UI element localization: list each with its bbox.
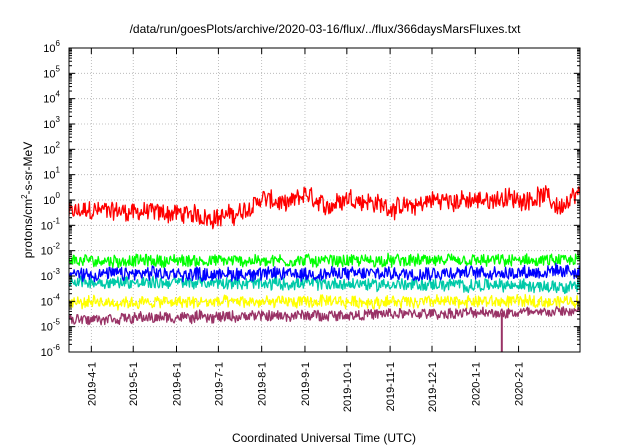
y-tick-label: 102 [43, 140, 60, 156]
y-tick-base: 10 [41, 296, 53, 308]
y-tick-label: 106 [43, 39, 60, 55]
series-layer [69, 185, 580, 352]
series-line-4 [69, 262, 580, 283]
y-tick-exponent: -1 [53, 216, 61, 225]
x-tick-label: 2020-1-1 [470, 362, 482, 406]
y-tick-exponent: -4 [53, 292, 61, 301]
y-tick-exponent: 3 [56, 115, 61, 124]
y-tick-base: 10 [43, 195, 55, 207]
x-tick-label: 2020-2-1 [514, 362, 526, 406]
x-tick-label: 2019-5-1 [128, 362, 140, 406]
y-tick-label: 10-1 [41, 216, 61, 232]
y-tick-base: 10 [41, 271, 53, 283]
y-tick-base: 10 [41, 246, 53, 258]
y-tick-base: 10 [43, 170, 55, 182]
x-tick-label: 2019-11-1 [385, 362, 397, 411]
y-tick-exponent: 5 [56, 64, 61, 73]
y-tick-label: 101 [43, 166, 60, 182]
y-tick-base: 10 [43, 94, 55, 106]
y-tick-exponent: -2 [53, 242, 61, 251]
x-tick-label: 2019-4-1 [86, 362, 98, 406]
y-tick-exponent: 1 [56, 166, 61, 175]
y-tick-exponent: 0 [56, 191, 61, 200]
y-axis-title-suffix: -s-sr-MeV [21, 142, 35, 195]
y-axis-title: protons/cm2-s-sr-MeV [20, 142, 35, 258]
y-tick-label: 10-4 [41, 292, 61, 308]
x-tick-label: 2019-6-1 [172, 362, 184, 406]
y-axis-title-prefix: protons/cm [21, 199, 35, 258]
x-tick-label: 2019-10-1 [342, 362, 354, 412]
y-tick-base: 10 [41, 322, 53, 334]
x-axis-title: Coordinated Universal Time (UTC) [232, 431, 416, 445]
y-tick-label: 100 [43, 191, 60, 207]
chart-title: /data/run/goesPlots/archive/2020-03-16/f… [130, 22, 522, 36]
series-line-3 [69, 275, 580, 295]
y-tick-exponent: 2 [56, 140, 61, 149]
series-line-5 [69, 293, 580, 311]
y-tick-exponent: 4 [56, 90, 61, 99]
axes: 10-610-510-410-310-210-11001011021031041… [41, 39, 580, 412]
y-tick-label: 105 [43, 64, 60, 80]
y-tick-base: 10 [43, 43, 55, 55]
y-tick-exponent: 6 [56, 39, 61, 48]
y-tick-base: 10 [43, 144, 55, 156]
series-line-0 [69, 185, 580, 230]
x-tick-label: 2019-12-1 [427, 362, 439, 412]
y-tick-label: 10-2 [41, 242, 61, 258]
x-tick-label: 2019-9-1 [300, 362, 312, 406]
y-tick-label: 103 [43, 115, 60, 131]
y-axis-title-exponent: 2 [20, 194, 29, 199]
x-tick-label: 2019-8-1 [257, 362, 269, 406]
y-tick-base: 10 [43, 68, 55, 80]
y-tick-label: 104 [43, 90, 60, 106]
y-tick-label: 10-6 [41, 343, 61, 359]
x-tick-label: 2019-7-1 [213, 362, 225, 406]
y-tick-base: 10 [41, 220, 53, 232]
y-tick-label: 10-5 [41, 318, 61, 334]
y-tick-base: 10 [43, 119, 55, 131]
y-tick-label: 10-3 [41, 267, 61, 283]
y-tick-exponent: -5 [53, 318, 61, 327]
series-line-6 [69, 305, 580, 326]
y-tick-exponent: -6 [53, 343, 61, 352]
y-tick-exponent: -3 [53, 267, 61, 276]
y-tick-base: 10 [41, 347, 53, 359]
series-line-1 [69, 252, 580, 269]
